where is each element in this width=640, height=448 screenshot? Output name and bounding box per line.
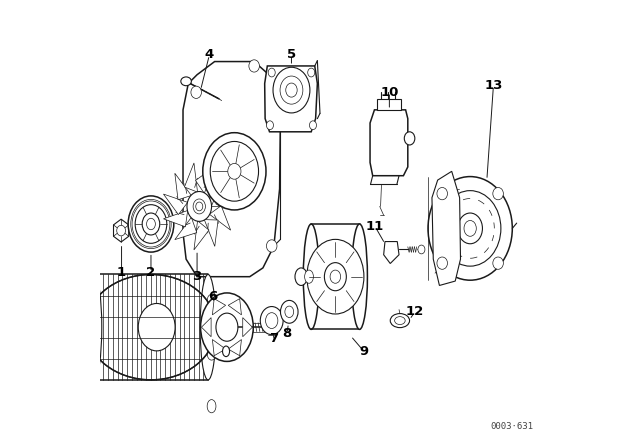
- Text: 2: 2: [147, 266, 156, 279]
- Ellipse shape: [437, 187, 447, 200]
- Ellipse shape: [266, 121, 273, 129]
- Ellipse shape: [228, 164, 241, 179]
- Ellipse shape: [285, 83, 297, 97]
- Ellipse shape: [493, 257, 504, 269]
- Polygon shape: [208, 182, 230, 203]
- Ellipse shape: [440, 191, 501, 266]
- Ellipse shape: [428, 177, 512, 280]
- Ellipse shape: [142, 213, 160, 235]
- Ellipse shape: [464, 220, 476, 236]
- Ellipse shape: [223, 346, 230, 357]
- Ellipse shape: [203, 133, 266, 210]
- Text: 1: 1: [117, 266, 126, 279]
- Ellipse shape: [86, 275, 102, 380]
- Ellipse shape: [147, 218, 156, 230]
- Polygon shape: [163, 206, 189, 227]
- Ellipse shape: [81, 356, 93, 372]
- Polygon shape: [195, 167, 215, 197]
- Ellipse shape: [330, 270, 340, 283]
- Text: 9: 9: [359, 345, 369, 358]
- Ellipse shape: [207, 347, 216, 360]
- Text: 0003·631: 0003·631: [490, 422, 533, 431]
- Polygon shape: [243, 318, 252, 337]
- Ellipse shape: [210, 142, 259, 201]
- Ellipse shape: [200, 293, 253, 362]
- Polygon shape: [184, 163, 201, 194]
- Ellipse shape: [216, 313, 238, 341]
- Ellipse shape: [81, 312, 93, 327]
- Ellipse shape: [273, 67, 310, 113]
- Polygon shape: [212, 340, 226, 356]
- Text: 6: 6: [208, 290, 217, 303]
- Ellipse shape: [207, 400, 216, 413]
- Polygon shape: [163, 194, 190, 215]
- Ellipse shape: [305, 270, 314, 283]
- Polygon shape: [175, 213, 196, 240]
- Ellipse shape: [191, 86, 202, 99]
- Polygon shape: [377, 99, 401, 110]
- Text: 11: 11: [365, 220, 384, 233]
- Ellipse shape: [390, 314, 410, 327]
- Ellipse shape: [295, 268, 307, 285]
- Ellipse shape: [458, 213, 483, 244]
- Ellipse shape: [395, 317, 405, 324]
- Ellipse shape: [135, 205, 167, 243]
- Ellipse shape: [81, 282, 93, 298]
- Polygon shape: [212, 299, 226, 315]
- Polygon shape: [228, 340, 241, 356]
- Ellipse shape: [116, 225, 125, 236]
- Text: 5: 5: [287, 48, 296, 61]
- Ellipse shape: [303, 224, 319, 329]
- Ellipse shape: [200, 275, 216, 380]
- Ellipse shape: [81, 327, 93, 342]
- Ellipse shape: [266, 240, 277, 252]
- Ellipse shape: [280, 76, 303, 104]
- Ellipse shape: [418, 245, 425, 254]
- Ellipse shape: [128, 196, 174, 252]
- Ellipse shape: [193, 199, 205, 214]
- Ellipse shape: [196, 202, 203, 211]
- Ellipse shape: [181, 77, 191, 86]
- Ellipse shape: [280, 301, 298, 323]
- Ellipse shape: [351, 224, 367, 329]
- Polygon shape: [206, 206, 230, 230]
- Ellipse shape: [268, 68, 275, 77]
- Ellipse shape: [249, 60, 259, 72]
- Polygon shape: [201, 219, 218, 246]
- Polygon shape: [113, 219, 129, 242]
- Ellipse shape: [437, 257, 447, 269]
- Polygon shape: [202, 318, 211, 337]
- Ellipse shape: [310, 121, 317, 129]
- Ellipse shape: [493, 187, 504, 200]
- Polygon shape: [265, 66, 317, 132]
- Polygon shape: [432, 171, 461, 285]
- Text: 7: 7: [269, 332, 278, 345]
- Ellipse shape: [266, 313, 278, 328]
- Ellipse shape: [285, 306, 294, 318]
- Ellipse shape: [138, 303, 175, 351]
- Polygon shape: [383, 241, 399, 263]
- Text: 10: 10: [380, 86, 399, 99]
- Polygon shape: [210, 192, 237, 210]
- Ellipse shape: [81, 341, 93, 357]
- Ellipse shape: [187, 191, 212, 221]
- Ellipse shape: [404, 132, 415, 145]
- Polygon shape: [183, 61, 280, 277]
- Text: 13: 13: [484, 79, 502, 92]
- Polygon shape: [175, 173, 195, 200]
- Text: 8: 8: [282, 327, 292, 340]
- Polygon shape: [194, 218, 209, 250]
- Ellipse shape: [324, 263, 346, 291]
- Ellipse shape: [81, 297, 93, 313]
- Ellipse shape: [207, 294, 216, 307]
- Ellipse shape: [308, 68, 315, 77]
- Polygon shape: [370, 110, 408, 176]
- Ellipse shape: [307, 239, 364, 314]
- Text: 4: 4: [205, 48, 214, 61]
- Text: 3: 3: [193, 270, 202, 283]
- Text: 12: 12: [406, 305, 424, 319]
- Polygon shape: [228, 299, 241, 315]
- Ellipse shape: [260, 306, 283, 335]
